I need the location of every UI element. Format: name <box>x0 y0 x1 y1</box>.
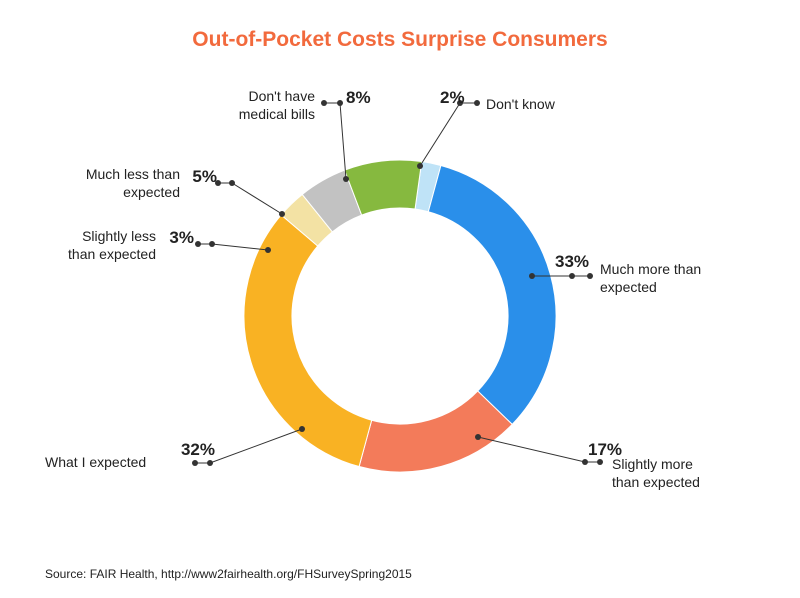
label-no-bills: Don't havemedical bills <box>195 88 315 123</box>
leader-dot <box>475 434 481 440</box>
leader-dont-know <box>420 103 477 166</box>
leader-dot <box>207 460 213 466</box>
leader-slightly-less <box>198 244 268 250</box>
pct-no-bills: 8% <box>346 88 371 108</box>
label-dont-know: Don't know <box>486 96 606 114</box>
leader-dot <box>337 100 343 106</box>
leader-dot <box>229 180 235 186</box>
leader-slightly-more <box>478 437 600 462</box>
donut-chart <box>0 0 800 598</box>
pct-much-more: 33% <box>555 252 589 272</box>
leader-dot <box>265 247 271 253</box>
label-much-less: Much less thanexpected <box>65 166 180 201</box>
leader-dot <box>587 273 593 279</box>
slice-what-expected <box>244 215 372 467</box>
label-slightly-more: Slightly morethan expected <box>612 456 752 491</box>
leader-dot <box>195 241 201 247</box>
pct-dont-know: 2% <box>440 88 465 108</box>
label-much-more: Much more thanexpected <box>600 261 750 296</box>
slice-slightly-more <box>359 391 512 472</box>
leader-dot <box>529 273 535 279</box>
leader-dot <box>417 163 423 169</box>
label-slightly-less: Slightly lessthan expected <box>60 228 156 263</box>
label-what-expected: What I expected <box>45 454 185 472</box>
pct-much-less: 5% <box>182 167 217 187</box>
leader-dot <box>192 460 198 466</box>
leader-dot <box>279 211 285 217</box>
leader-dot <box>474 100 480 106</box>
leader-dot <box>209 241 215 247</box>
leader-dot <box>321 100 327 106</box>
leader-dot <box>299 426 305 432</box>
leader-much-less <box>218 183 282 214</box>
pct-what-expected: 32% <box>180 440 215 460</box>
pct-slightly-less: 3% <box>159 228 194 248</box>
slice-much-more <box>428 165 556 424</box>
leader-dot <box>343 176 349 182</box>
leader-no-bills <box>324 103 346 179</box>
leader-dot <box>569 273 575 279</box>
